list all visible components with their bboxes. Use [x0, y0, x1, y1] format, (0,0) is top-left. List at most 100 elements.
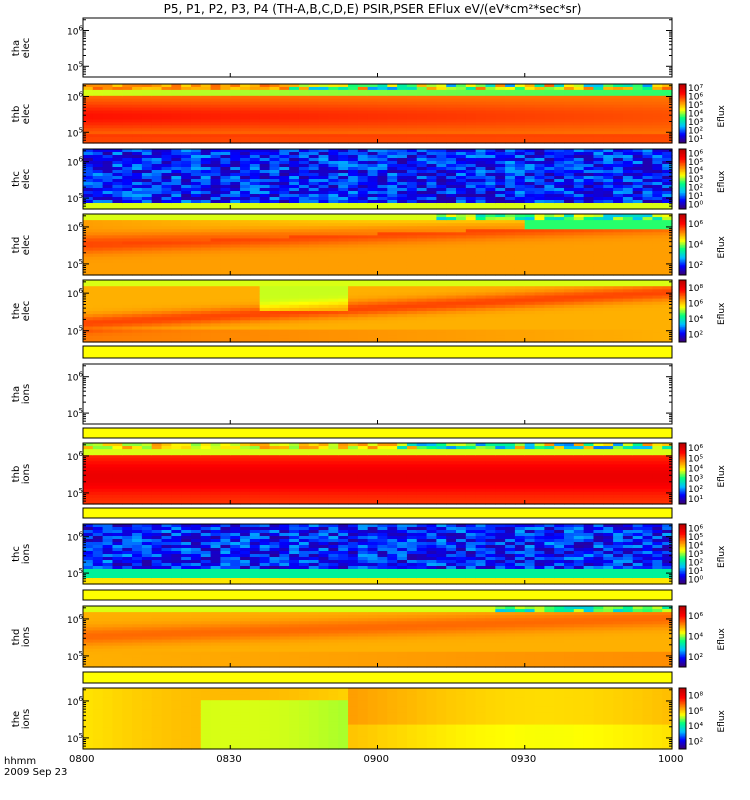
heatmap-cell	[112, 326, 123, 331]
heatmap-cell	[210, 214, 222, 218]
heatmap-cell	[102, 194, 114, 198]
heatmap-cell	[662, 161, 673, 165]
heatmap-cell	[367, 152, 379, 156]
heatmap-cell	[446, 262, 457, 267]
heatmap-cell	[181, 101, 192, 106]
heatmap-cell	[465, 95, 477, 100]
heatmap-cell	[132, 194, 143, 198]
heatmap-cell	[406, 86, 418, 91]
heatmap-cell	[593, 191, 604, 195]
heatmap-cell	[652, 149, 663, 153]
heatmap-cell	[171, 191, 182, 195]
heatmap-cell	[475, 203, 487, 207]
heatmap-cell	[279, 128, 290, 132]
heatmap-cell	[554, 206, 565, 210]
heatmap-cell	[554, 289, 565, 293]
heatmap-cell	[269, 304, 280, 309]
heatmap-cell	[505, 314, 516, 318]
heatmap-cell	[475, 250, 487, 255]
heatmap-cell	[397, 280, 408, 284]
heatmap-cell	[357, 101, 369, 106]
heatmap-cell	[259, 250, 271, 255]
heatmap-cell	[622, 217, 634, 221]
heatmap-cell	[171, 335, 182, 340]
heatmap-cell	[387, 283, 398, 287]
heatmap-cell	[662, 86, 673, 91]
heatmap-cell	[642, 220, 653, 224]
heatmap-cell	[200, 229, 212, 233]
heatmap-cell	[92, 338, 104, 343]
heatmap-cell	[83, 95, 94, 100]
heatmap-cell	[92, 286, 104, 290]
heatmap-cell	[662, 140, 673, 144]
heatmap-cell	[406, 95, 418, 100]
heatmap-cell	[289, 253, 300, 258]
heatmap-cell	[622, 128, 634, 132]
heatmap-cell	[573, 194, 585, 198]
heatmap-cell	[269, 104, 280, 109]
heatmap-cell	[132, 265, 143, 270]
heatmap-cell	[132, 289, 143, 293]
heatmap-cell	[514, 194, 526, 198]
heatmap-cell	[446, 265, 457, 270]
heatmap-cell	[387, 140, 398, 144]
heatmap-cell	[348, 92, 359, 97]
heatmap-cell	[524, 200, 536, 204]
heatmap-cell	[622, 194, 634, 198]
heatmap-cell	[603, 173, 614, 177]
heatmap-cell	[593, 188, 604, 192]
heatmap-cell	[367, 295, 379, 300]
heatmap-cell	[456, 89, 467, 94]
heatmap-cell	[122, 247, 133, 252]
heatmap-cell	[505, 238, 516, 243]
heatmap-cell	[524, 194, 536, 198]
heatmap-cell	[200, 250, 212, 255]
heatmap-cell	[406, 311, 418, 315]
heatmap-cell	[161, 229, 172, 233]
heatmap-cell	[83, 323, 94, 328]
heatmap-cell	[534, 262, 545, 267]
heatmap-cell	[279, 317, 290, 321]
heatmap-cell	[83, 161, 94, 165]
heatmap-cell	[210, 122, 222, 126]
heatmap-cell	[102, 185, 114, 189]
heatmap-cell	[200, 155, 212, 159]
heatmap-cell	[603, 140, 614, 144]
heatmap-cell	[132, 332, 143, 337]
heatmap-cell	[318, 232, 330, 236]
heatmap-cell	[151, 101, 163, 106]
heatmap-cell	[505, 188, 516, 192]
heatmap-cell	[92, 323, 104, 328]
heatmap-cell	[318, 244, 330, 249]
heatmap-cell	[613, 268, 624, 273]
heatmap-cell	[465, 304, 477, 309]
heatmap-cell	[328, 326, 339, 331]
heatmap-cell	[112, 110, 123, 115]
heatmap-cell	[426, 152, 437, 156]
heatmap-cell	[289, 238, 300, 243]
heatmap-cell	[406, 223, 418, 227]
heatmap-cell	[92, 197, 104, 201]
heatmap-cell	[122, 217, 133, 221]
heatmap-cell	[505, 125, 516, 129]
heatmap-cell	[613, 116, 624, 120]
heatmap-cell	[544, 200, 555, 204]
heatmap-cell	[495, 122, 506, 126]
heatmap-cell	[289, 226, 300, 230]
heatmap-cell	[662, 131, 673, 135]
heatmap-cell	[416, 332, 428, 337]
colorbar-cell	[679, 103, 686, 106]
heatmap-cell	[298, 167, 310, 171]
heatmap-cell	[210, 203, 222, 207]
heatmap-cell	[92, 89, 104, 94]
heatmap-cell	[230, 241, 241, 246]
heatmap-cell	[259, 301, 271, 306]
heatmap-cell	[446, 247, 457, 252]
heatmap-cell	[416, 223, 428, 227]
colorbar-cell	[679, 242, 686, 245]
heatmap-cell	[397, 241, 408, 246]
heatmap-cell	[112, 235, 123, 239]
heatmap-cell	[269, 250, 280, 255]
heatmap-cell	[583, 223, 595, 227]
heatmap-cell	[416, 311, 428, 315]
